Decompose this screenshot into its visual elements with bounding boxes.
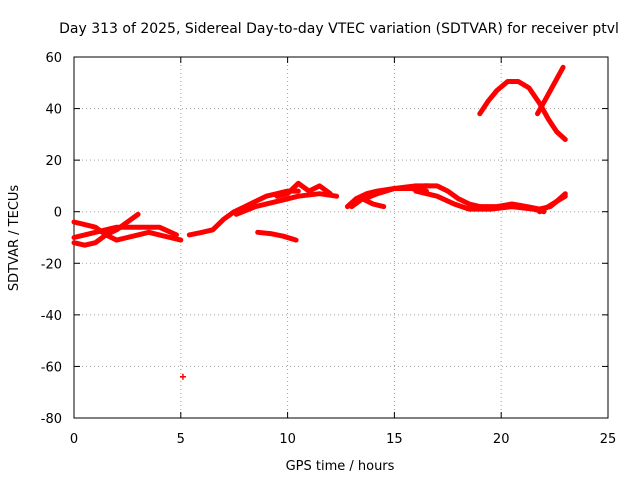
chart-title: Day 313 of 2025, Sidereal Day-to-day VTE… xyxy=(59,21,619,37)
y-tick-label: 60 xyxy=(45,51,62,66)
series-track-14 xyxy=(537,193,568,215)
x-tick-label: 25 xyxy=(600,432,617,447)
y-axis-label: SDTVAR / TECUs xyxy=(7,185,22,292)
data-series xyxy=(71,64,568,380)
y-tick-label: -60 xyxy=(41,360,62,375)
y-tick-label: -40 xyxy=(41,309,62,324)
series-track-3 xyxy=(71,224,179,240)
plot-frame xyxy=(73,56,609,419)
x-tick-label: 10 xyxy=(279,432,296,447)
x-tick-label: 15 xyxy=(386,432,403,447)
y-tick-label: 40 xyxy=(45,103,62,118)
data-point-track-17 xyxy=(179,373,186,380)
x-tick-label: 0 xyxy=(70,432,78,447)
series-track-9 xyxy=(362,183,432,202)
series-track-16 xyxy=(535,64,566,117)
grid xyxy=(74,57,608,418)
y-tick-label: -80 xyxy=(41,412,62,427)
series-track-2 xyxy=(71,211,141,248)
series-track-10 xyxy=(349,196,387,210)
x-axis-label: GPS time / hours xyxy=(286,459,395,474)
series-track-6 xyxy=(274,180,333,199)
series-track-15 xyxy=(477,79,568,142)
series-track-5 xyxy=(233,191,340,217)
x-tick-label: 20 xyxy=(493,432,510,447)
y-tick-label: 20 xyxy=(45,154,62,169)
y-tick-label: 0 xyxy=(54,206,62,221)
series-track-7 xyxy=(255,229,299,243)
y-tick-label: -20 xyxy=(41,257,62,272)
series-track-1 xyxy=(71,219,184,243)
axis-ticks: 0 5 10 15 20 25 60 40 20 0 -20 -40 -60 -80 xyxy=(41,51,617,447)
x-tick-label: 5 xyxy=(177,432,185,447)
